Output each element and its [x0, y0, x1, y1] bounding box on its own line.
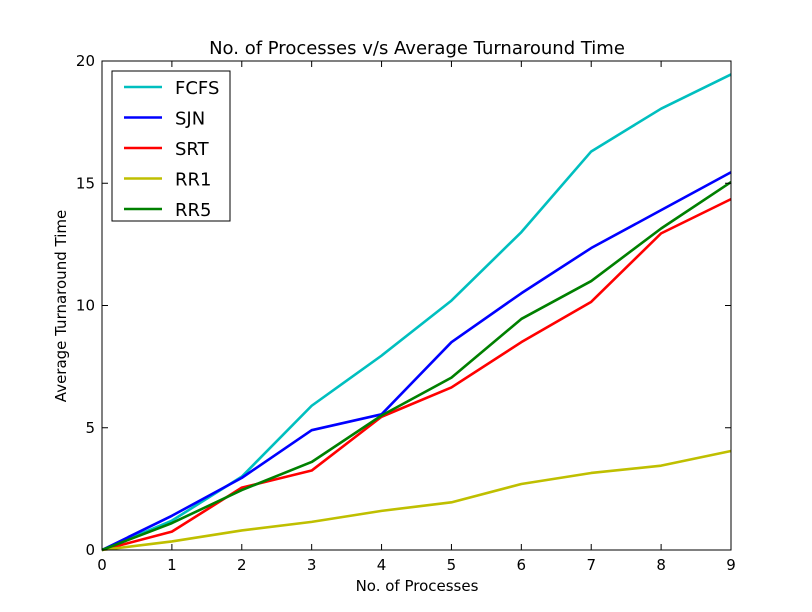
x-tick-label: 6	[517, 556, 527, 574]
legend-box	[111, 70, 231, 222]
x-tick-label: 5	[447, 556, 457, 574]
legend-label-srt: SRT	[175, 139, 210, 160]
legend: FCFS SJN SRT RR1 RR5	[111, 70, 231, 222]
x-tick-label: 0	[97, 556, 107, 574]
series-line-fcfs	[101, 73, 732, 552]
series-line-sjn	[101, 171, 732, 552]
y-tick-label: 15	[76, 174, 95, 192]
x-tick-label: 4	[377, 556, 387, 574]
x-axis-label: No. of Processes	[356, 577, 479, 595]
legend-label-rr5: RR5	[175, 200, 211, 221]
plot-area: 0 1 2 3 4 5 6 7 8 9 0 5 10 15 20	[76, 52, 736, 574]
legend-label-fcfs: FCFS	[175, 78, 219, 99]
legend-label-sjn: SJN	[175, 109, 205, 130]
x-tick-label: 3	[307, 556, 317, 574]
y-tick-label: 0	[85, 541, 95, 559]
series-line-srt	[101, 197, 732, 552]
chart-title: No. of Processes v/s Average Turnaround …	[209, 38, 625, 59]
x-tick-label: 8	[656, 556, 666, 574]
series-line-rr5	[101, 180, 732, 552]
x-tick-label: 1	[167, 556, 177, 574]
y-axis-label: Average Turnaround Time	[52, 210, 70, 402]
series-line-rr1	[101, 449, 732, 552]
y-tick-label: 20	[76, 52, 95, 70]
x-tick-label: 2	[237, 556, 247, 574]
y-tick-label: 5	[85, 419, 95, 437]
x-tick-label: 7	[586, 556, 596, 574]
x-tick-label: 9	[726, 556, 736, 574]
legend-label-rr1: RR1	[175, 170, 211, 191]
y-tick-label: 10	[76, 297, 95, 315]
